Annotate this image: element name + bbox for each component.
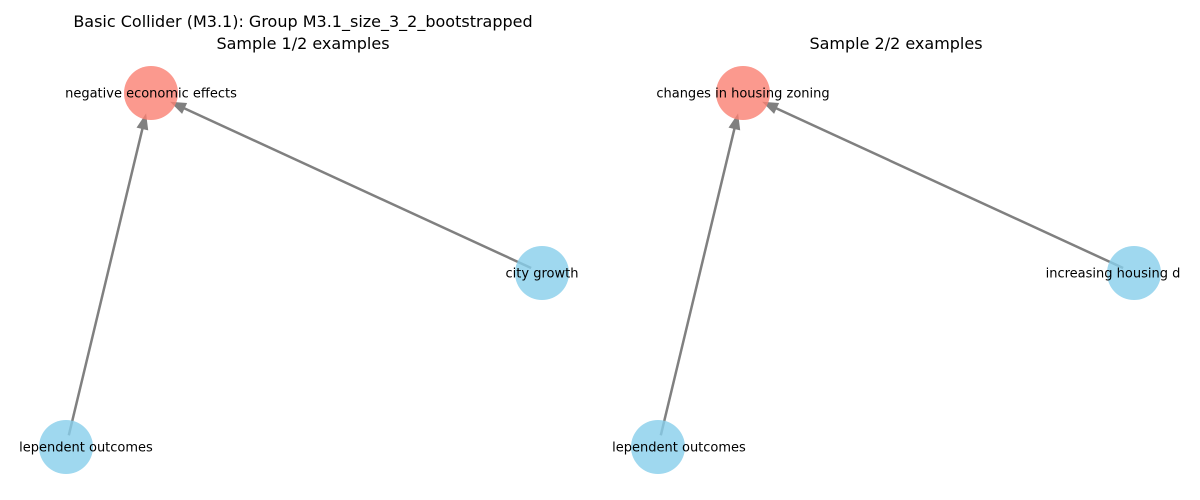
collider-node-label: changes in housing zoning — [656, 87, 829, 102]
panel-2-edges — [659, 101, 1124, 436]
edge-right-to-collider — [170, 101, 532, 270]
collider-node — [124, 66, 178, 120]
edge-bottom-to-collider — [67, 113, 149, 436]
cause-node-bottom — [631, 420, 685, 474]
panel-sample-2: Sample 2/2 examples changes in housing z… — [612, 34, 1180, 474]
cause-node-bottom — [39, 420, 93, 474]
collider-node-label: negative economic effects — [65, 87, 237, 102]
edge-line — [182, 106, 532, 270]
cause-node-right-label: city growth — [506, 267, 579, 282]
edge-right-to-collider — [762, 101, 1124, 270]
panel-1-title-line-2: Sample 1/2 examples — [216, 34, 389, 53]
panel-2-nodes: changes in housing zoning increasing hou… — [612, 66, 1180, 474]
edge-line — [659, 126, 737, 436]
edge-line — [67, 126, 145, 436]
panel-sample-1: Basic Collider (M3.1): Group M3.1_size_3… — [19, 12, 578, 474]
cause-node-right — [1107, 246, 1161, 300]
edge-bottom-to-collider — [659, 113, 741, 436]
panel-1-title-line-1: Basic Collider (M3.1): Group M3.1_size_3… — [73, 12, 532, 32]
collider-node — [716, 66, 770, 120]
panel-1-edges — [67, 101, 532, 436]
cause-node-bottom-label: lependent outcomes — [612, 441, 746, 456]
cause-node-bottom-label: lependent outcomes — [19, 441, 153, 456]
cause-node-right — [515, 246, 569, 300]
edge-line — [774, 106, 1124, 270]
cause-node-right-label: increasing housing d — [1046, 267, 1181, 282]
panel-2-title-line-2: Sample 2/2 examples — [809, 34, 982, 53]
panel-1-nodes: negative economic effects city growth le… — [19, 66, 578, 474]
